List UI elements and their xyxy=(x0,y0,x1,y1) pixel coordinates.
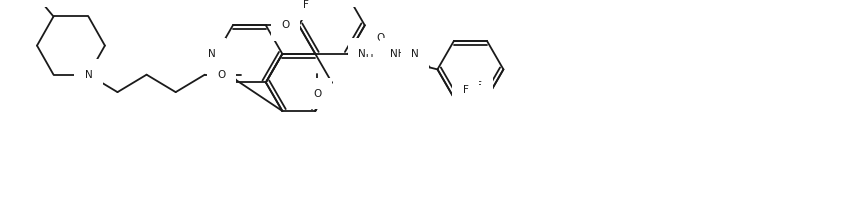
Text: NH: NH xyxy=(390,49,406,59)
Text: N: N xyxy=(208,49,216,59)
Text: O: O xyxy=(313,88,322,99)
Text: NH: NH xyxy=(358,49,374,59)
Text: F: F xyxy=(302,0,308,10)
Text: F: F xyxy=(462,85,468,95)
Text: O: O xyxy=(217,70,226,80)
Text: O: O xyxy=(281,20,290,30)
Text: N: N xyxy=(84,70,93,80)
Text: O: O xyxy=(376,33,385,43)
Text: F: F xyxy=(477,81,482,91)
Text: N: N xyxy=(411,49,419,59)
